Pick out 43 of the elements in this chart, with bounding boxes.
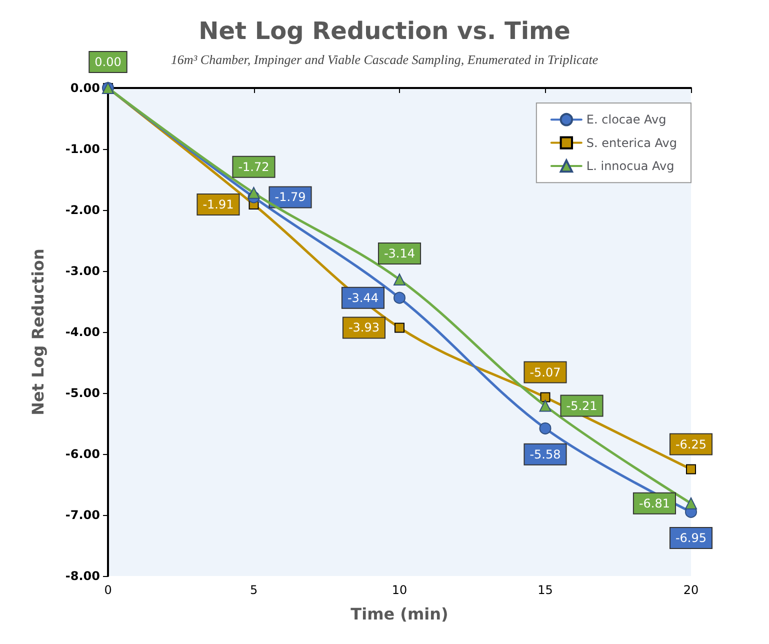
data-label: -3.14 [384, 246, 416, 261]
legend-label: L. innocua Avg [586, 159, 674, 173]
data-label: -5.07 [530, 365, 561, 380]
y-tick-label: -4.00 [65, 325, 100, 339]
data-label: -3.93 [348, 320, 380, 335]
x-tick-label: 20 [683, 583, 699, 597]
point [539, 422, 552, 434]
y-tick-label: -1.00 [65, 142, 100, 156]
legend-label: S. enterica Avg [586, 136, 678, 150]
data-label: -5.21 [566, 398, 598, 413]
y-tick-label: -6.00 [65, 447, 100, 461]
point [394, 322, 404, 333]
legend-label: E. clocae Avg [586, 112, 666, 127]
x-tick-label: 5 [250, 583, 258, 597]
point [394, 274, 406, 286]
x-axis-title: Time (min) [350, 604, 448, 624]
x-tick-label: 15 [538, 583, 553, 597]
y-tick-label: 0.00 [70, 81, 100, 95]
chart-title: Net Log Reduction vs. Time [198, 17, 570, 45]
chart-subtitle: 16m³ Chamber, Impinger and Viable Cascade Sampling, Enumerated in Triplicate [170, 52, 598, 67]
point [540, 392, 550, 402]
y-axis-title: Net Log Reduction [28, 248, 48, 416]
x-tick-label: 10 [392, 583, 408, 597]
point [685, 497, 697, 510]
data-label: -3.44 [347, 290, 378, 305]
point [539, 400, 552, 412]
data-label: 0.00 [94, 55, 122, 69]
y-tick-label: -5.00 [65, 386, 100, 400]
y-tick-label: -8.00 [65, 569, 100, 583]
data-label: -6.95 [675, 530, 707, 545]
y-tick-label: -3.00 [65, 264, 100, 278]
data-label: -1.91 [202, 198, 234, 212]
data-label: -6.25 [675, 437, 707, 452]
point [686, 464, 696, 474]
y-tick-label: -7.00 [65, 508, 100, 522]
data-label: -1.79 [274, 190, 306, 204]
data-label: -5.58 [530, 447, 561, 462]
data-label: -6.81 [638, 496, 670, 510]
point [394, 292, 406, 304]
x-tick-label: 0 [104, 583, 112, 597]
point [248, 186, 260, 199]
y-tick-label: -2.00 [65, 203, 100, 217]
data-label: -1.72 [238, 160, 270, 174]
